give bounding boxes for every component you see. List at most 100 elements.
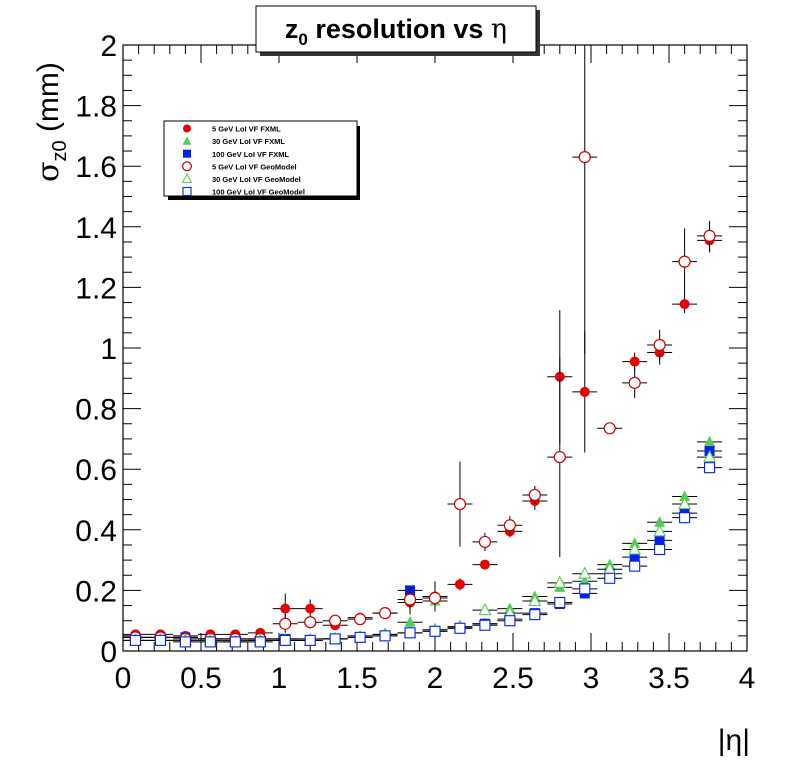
x-tick-label: 0 [115, 662, 132, 695]
y-tick-label: 0.8 [75, 394, 117, 427]
data-point [497, 516, 523, 535]
marker [454, 579, 465, 590]
data-point [572, 583, 598, 595]
marker [628, 376, 641, 389]
marker [653, 524, 667, 537]
title-sub: 0 [298, 30, 307, 49]
marker [703, 229, 716, 242]
data-point [622, 552, 648, 563]
data-point [672, 512, 698, 524]
marker [679, 490, 691, 501]
marker [529, 609, 541, 621]
data-point [272, 614, 298, 633]
title-main: z [285, 14, 299, 44]
marker [378, 607, 392, 620]
marker [579, 583, 591, 595]
data-point [397, 587, 423, 612]
axis-tick-labels: 0 0.5 1 1.5 2 2.5 3 3.5 4 0 0.2 0.4 0.6 0.8 1 1.2 1.4 1.6… [75, 30, 755, 695]
data-point [347, 631, 373, 643]
legend-marker [182, 136, 192, 145]
legend-entry: 30 GeV LoI VF GeoModel [181, 172, 301, 184]
data-point [547, 596, 573, 609]
marker [629, 356, 640, 367]
marker [354, 631, 366, 643]
marker [453, 497, 467, 511]
data-point [547, 357, 573, 558]
marker [254, 636, 266, 648]
data-point [297, 616, 323, 629]
marker [204, 636, 216, 648]
data-point [622, 352, 648, 371]
marker [404, 616, 416, 627]
y-tick-label: 1.6 [75, 151, 117, 184]
series-1 [123, 435, 723, 644]
marker [653, 338, 666, 352]
marker [279, 617, 292, 630]
series-5 [123, 462, 723, 648]
legend: 5 GeV LoI VF FXML 30 GeV LoI VF FXML 100 G… [163, 120, 360, 200]
legend-entry: 100 GeV LoI VF FXML [183, 149, 290, 159]
data-point [522, 593, 548, 607]
x-tick-label: 3.5 [648, 662, 690, 695]
data-point [672, 228, 698, 295]
marker [279, 634, 291, 646]
marker [579, 386, 590, 397]
marker [503, 519, 516, 532]
data-point [172, 636, 198, 648]
data-point [322, 614, 348, 627]
legend-label: 30 GeV LoI VF FXML [212, 137, 285, 146]
marker [304, 616, 317, 629]
marker [479, 619, 491, 631]
marker [229, 636, 241, 648]
data-point [397, 627, 423, 639]
x-tick-label: 2 [427, 662, 444, 695]
data-point [247, 636, 273, 648]
y-tick-label: 1 [100, 333, 117, 366]
marker [704, 435, 716, 447]
series-0 [123, 228, 723, 641]
data-point [272, 634, 298, 646]
data-point [672, 294, 698, 314]
y-tick-label: 0.2 [75, 575, 117, 608]
data-point [622, 367, 648, 398]
x-tick-label: 3 [583, 662, 600, 695]
marker [528, 488, 541, 502]
data-point [447, 578, 473, 591]
marker [454, 622, 466, 634]
data-point [497, 615, 523, 627]
data-point [647, 543, 673, 556]
marker [654, 516, 666, 527]
y-tick-label: 1.8 [75, 91, 117, 124]
data-point [472, 532, 498, 552]
marker [528, 593, 542, 607]
marker [478, 602, 492, 616]
data-point [297, 634, 323, 646]
legend-marker [182, 161, 193, 172]
y-tick-label: 0.6 [75, 454, 117, 487]
marker [578, 151, 591, 164]
y-tick-label: 1.2 [75, 272, 117, 305]
data-point [297, 599, 323, 618]
x-tick-label: 1 [271, 662, 288, 695]
marker [280, 603, 291, 614]
data-point [672, 496, 698, 510]
legend-marker [182, 186, 192, 197]
legend-entry: 5 GeV LoI VF GeoModel [182, 161, 297, 172]
marker [553, 575, 567, 588]
legend-entry: 100 GeV LoI VF GeoModel [182, 186, 305, 197]
marker [329, 614, 342, 627]
data-point [697, 220, 723, 252]
marker [154, 634, 166, 646]
marker [678, 255, 691, 268]
marker [479, 559, 490, 570]
data-point [422, 625, 448, 637]
data-point [597, 422, 623, 435]
marker [703, 449, 716, 463]
legend-entry: 5 GeV LoI VF FXML [183, 124, 281, 134]
data-point [147, 634, 173, 646]
marker [578, 566, 592, 579]
marker [179, 636, 191, 648]
ylabel-sub: z0 [49, 140, 71, 161]
marker [554, 596, 566, 609]
